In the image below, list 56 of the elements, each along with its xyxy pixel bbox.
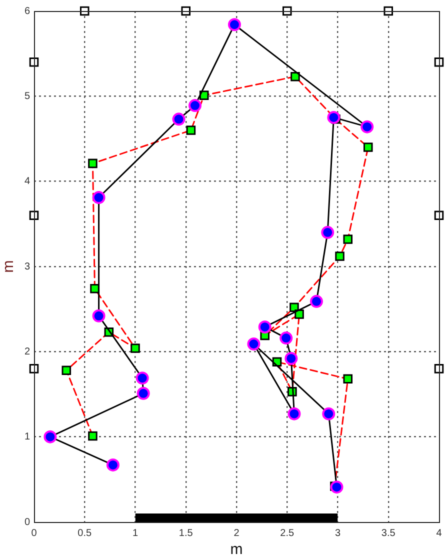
y-tick-label: 0 — [24, 516, 30, 528]
point — [321, 226, 334, 239]
point — [363, 142, 373, 152]
point — [335, 252, 344, 261]
x-tick-label: 1 — [132, 528, 138, 539]
point — [330, 480, 344, 494]
point — [294, 310, 304, 319]
x-tick-label: 1.5 — [178, 528, 194, 539]
point — [188, 99, 202, 112]
point — [62, 366, 72, 376]
point — [44, 430, 57, 444]
point — [186, 126, 196, 135]
point — [434, 364, 444, 374]
point — [284, 352, 298, 365]
x-tick-label: 4 — [436, 528, 442, 539]
point — [282, 6, 292, 16]
x-tick-label: 3 — [334, 528, 341, 539]
point — [258, 320, 272, 334]
x-tick-label: 0.5 — [78, 528, 92, 539]
point — [228, 18, 241, 32]
x-axis-title: m — [230, 541, 243, 558]
point — [310, 294, 323, 308]
point — [88, 431, 98, 441]
point — [290, 72, 300, 82]
x-tick-label: 0 — [31, 528, 38, 539]
point — [181, 6, 191, 16]
point — [88, 158, 98, 168]
y-tick-label: 6 — [24, 6, 30, 17]
point — [384, 6, 394, 16]
y-tick-label: 1 — [24, 432, 30, 443]
point — [172, 112, 186, 126]
y-tick-label: 5 — [24, 90, 30, 102]
point — [92, 309, 106, 322]
point — [106, 458, 120, 472]
point — [322, 407, 336, 420]
point — [343, 374, 353, 384]
point — [80, 6, 90, 16]
x-tick-label: 3.5 — [381, 528, 396, 539]
point — [247, 338, 260, 350]
y-tick-label: 2 — [24, 346, 30, 358]
point — [92, 191, 106, 204]
point — [130, 344, 140, 353]
point — [136, 386, 150, 400]
point — [343, 234, 353, 244]
x-tick-label: 2.5 — [280, 528, 295, 539]
point — [136, 372, 149, 385]
point — [280, 332, 293, 345]
point — [288, 407, 301, 420]
y-tick-label: 4 — [24, 176, 30, 188]
x-tick-label: 2 — [234, 528, 240, 539]
point — [360, 120, 374, 134]
point — [29, 364, 39, 374]
y-axis-title: m — [0, 260, 18, 273]
point — [327, 110, 340, 124]
y-tick-label: 3 — [24, 261, 30, 272]
point — [90, 284, 100, 294]
